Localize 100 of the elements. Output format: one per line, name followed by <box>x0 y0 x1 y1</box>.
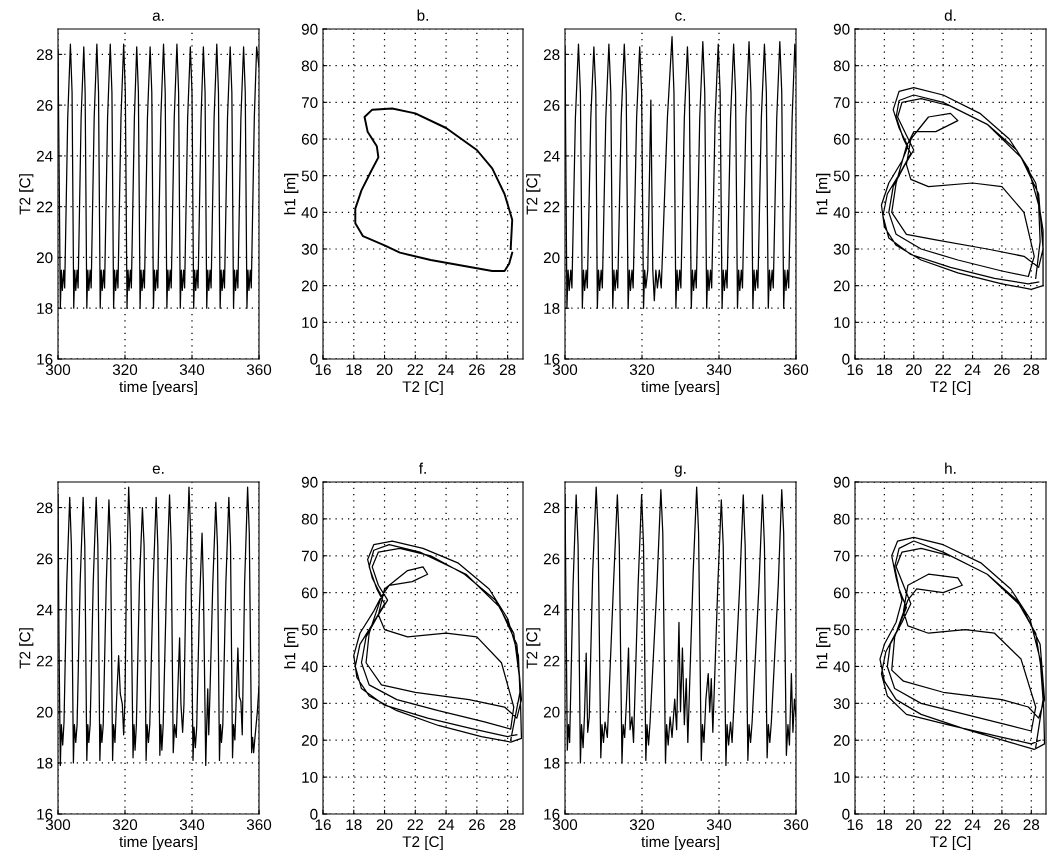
x-tick-label: 360 <box>246 364 272 376</box>
x-tick-label: 20 <box>906 819 922 831</box>
x-tick-label: 22 <box>935 364 951 375</box>
x-tick-label: 320 <box>112 819 138 831</box>
y-axis-title: h1 [m] <box>816 173 831 215</box>
y-tick-label: 90 <box>301 23 318 35</box>
y-tick-label: 24 <box>543 150 560 162</box>
y-tick-label: 26 <box>543 553 560 565</box>
y-tick-label: 28 <box>543 502 560 514</box>
chart-title: d. <box>944 9 956 21</box>
x-tick-label: 18 <box>877 364 893 376</box>
y-tick-label: 22 <box>543 201 560 213</box>
x-tick-label: 18 <box>346 819 362 831</box>
y-tick-label: 70 <box>833 97 850 109</box>
y-tick-label: 30 <box>301 243 318 255</box>
y-tick-label: 20 <box>301 280 318 292</box>
y-tick-label: 40 <box>301 207 318 219</box>
y-tick-label: 30 <box>301 698 318 710</box>
x-tick-label: 18 <box>346 364 362 376</box>
y-tick-label: 70 <box>301 550 318 562</box>
y-tick-label: 90 <box>833 23 850 35</box>
y-tick-label: 16 <box>37 808 53 820</box>
x-axis-title: time [years] <box>119 380 197 396</box>
y-tick-label: 30 <box>833 698 850 710</box>
x-tick-label: 340 <box>706 819 732 831</box>
x-axis-title: time [years] <box>641 835 719 851</box>
y-tick-label: 40 <box>833 661 850 673</box>
y-tick-label: 50 <box>833 624 850 636</box>
x-tick-label: 20 <box>376 364 393 376</box>
y-tick-label: 18 <box>37 303 53 314</box>
chart-title: h. <box>945 462 956 474</box>
x-tick-label: 360 <box>783 819 809 831</box>
chart-title: c. <box>675 12 686 21</box>
x-tick-label: 26 <box>994 819 1010 831</box>
y-tick-label: 0 <box>310 808 318 820</box>
x-tick-label: 18 <box>877 819 893 831</box>
y-axis-title: T2 [C] <box>19 628 34 669</box>
y-tick-label: 22 <box>36 655 53 667</box>
x-axis-title: time [years] <box>641 380 719 396</box>
y-tick-label: 60 <box>833 587 850 599</box>
y-axis-title: h1 [m] <box>816 627 831 669</box>
x-tick-label: 24 <box>964 819 981 830</box>
y-axis-title: h1 [m] <box>284 173 299 215</box>
y-tick-label: 60 <box>833 133 850 145</box>
x-tick-label: 28 <box>1023 364 1040 376</box>
x-tick-label: 20 <box>906 364 922 376</box>
x-tick-label: 320 <box>629 364 655 376</box>
x-tick-label: 340 <box>179 819 205 831</box>
y-tick-label: 18 <box>544 303 560 314</box>
y-tick-label: 40 <box>301 661 318 673</box>
x-tick-label: 24 <box>964 364 981 375</box>
y-axis-title: T2 [C] <box>526 628 541 669</box>
x-tick-label: 28 <box>1023 819 1040 831</box>
x-tick-label: 24 <box>438 819 455 830</box>
y-tick-label: 20 <box>301 735 318 746</box>
y-tick-label: 0 <box>310 353 318 365</box>
y-tick-label: 50 <box>301 170 318 182</box>
y-axis-title: T2 [C] <box>19 174 34 215</box>
y-tick-label: 20 <box>543 706 560 718</box>
y-tick-label: 26 <box>543 100 560 111</box>
y-tick-label: 80 <box>301 513 318 525</box>
chart-title: b. <box>417 9 428 21</box>
y-tick-label: 26 <box>36 100 53 111</box>
y-tick-label: 10 <box>834 317 850 329</box>
y-tick-label: 10 <box>834 771 850 783</box>
y-tick-label: 80 <box>833 513 850 525</box>
y-tick-label: 20 <box>543 252 560 264</box>
y-tick-label: 30 <box>833 243 850 255</box>
x-axis-title: T2 [C] <box>930 835 971 851</box>
y-tick-label: 10 <box>302 771 318 783</box>
y-tick-label: 18 <box>544 757 560 769</box>
x-tick-label: 300 <box>552 819 578 831</box>
x-axis-title: T2 [C] <box>402 380 443 396</box>
y-tick-label: 10 <box>302 317 318 329</box>
x-tick-label: 24 <box>438 364 455 375</box>
y-tick-label: 90 <box>833 476 850 488</box>
x-tick-label: 26 <box>994 364 1010 376</box>
x-tick-label: 300 <box>45 364 71 376</box>
y-tick-label: 28 <box>36 502 53 514</box>
y-tick-label: 24 <box>36 150 53 162</box>
y-tick-label: 80 <box>301 60 318 72</box>
x-tick-label: 22 <box>935 819 951 830</box>
x-tick-label: 26 <box>469 819 485 831</box>
y-tick-label: 22 <box>543 655 560 667</box>
x-tick-label: 340 <box>179 364 205 376</box>
x-tick-label: 320 <box>629 819 655 831</box>
y-tick-label: 70 <box>833 550 850 562</box>
y-tick-label: 90 <box>301 476 318 488</box>
x-tick-label: 22 <box>407 819 424 830</box>
y-axis-title: h1 [m] <box>284 627 299 669</box>
x-axis-title: T2 [C] <box>402 835 443 851</box>
y-tick-label: 40 <box>833 207 850 219</box>
y-tick-label: 60 <box>301 133 318 145</box>
y-tick-label: 28 <box>543 49 560 61</box>
x-tick-label: 300 <box>552 364 578 376</box>
x-axis-title: T2 [C] <box>930 380 971 396</box>
y-tick-label: 26 <box>36 553 53 565</box>
y-tick-label: 80 <box>833 60 850 72</box>
y-tick-label: 20 <box>833 735 850 746</box>
y-axis-title: T2 [C] <box>526 174 541 215</box>
